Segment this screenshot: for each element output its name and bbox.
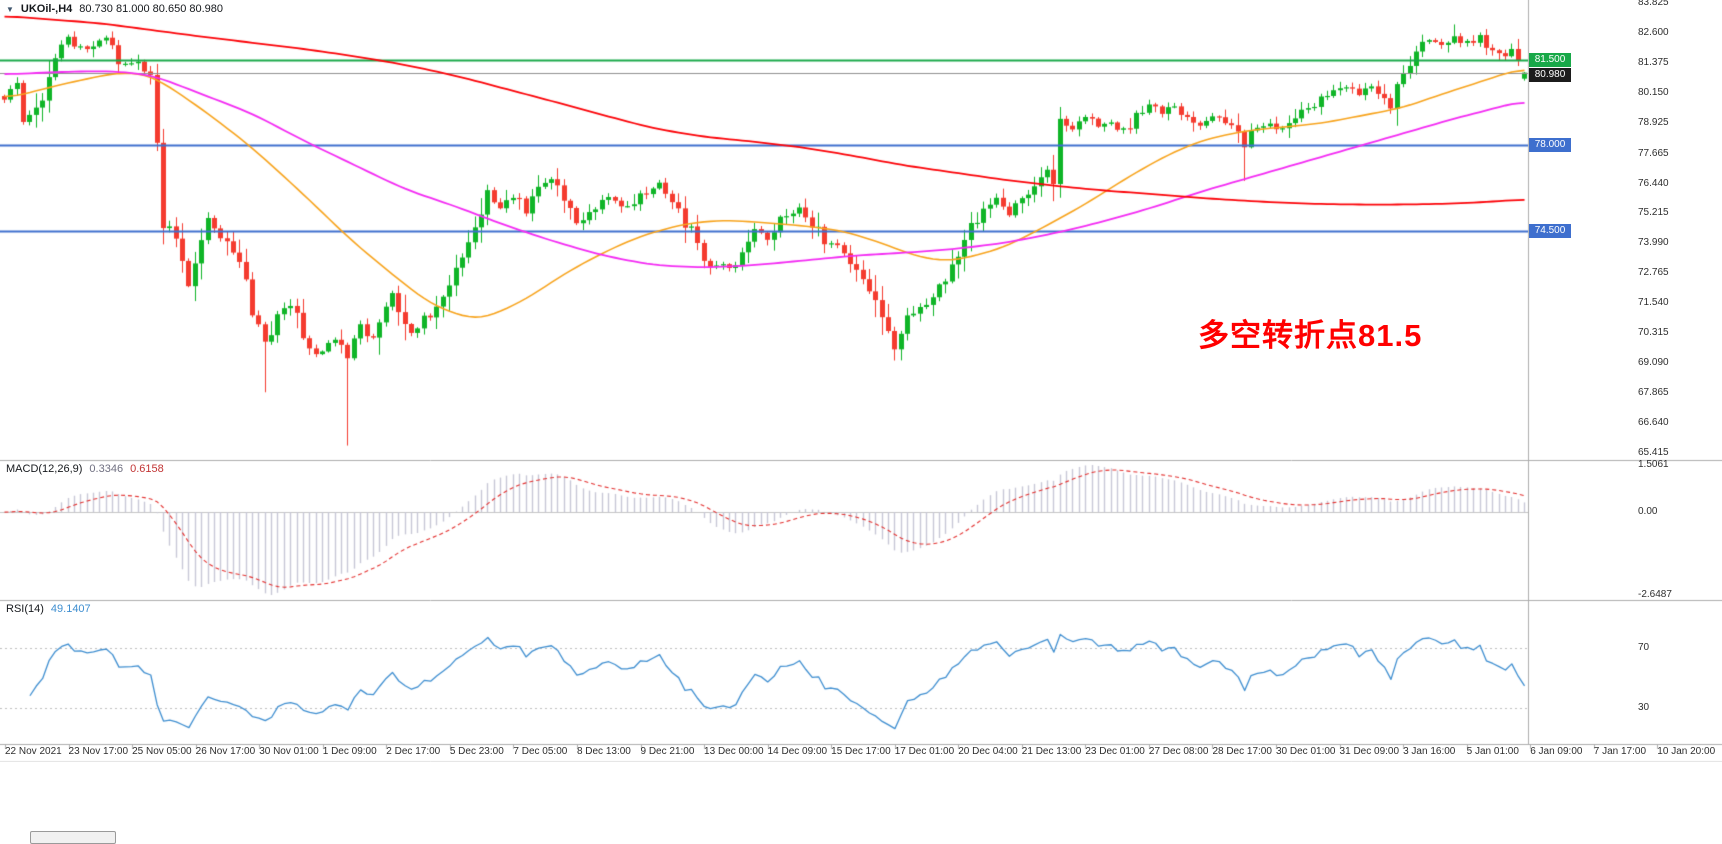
time-axis-label: 20 Dec 04:00 (958, 746, 1018, 757)
time-axis-label: 23 Dec 01:00 (1085, 746, 1145, 757)
price-axis-tick: 83.825 (1638, 0, 1669, 9)
time-axis-label: 25 Nov 05:00 (132, 746, 192, 757)
one-click-trading-expander-icon[interactable]: ▼ (6, 4, 14, 14)
price-axis-tick: 76.440 (1638, 177, 1669, 189)
time-axis-label: 17 Dec 01:00 (894, 746, 955, 757)
time-axis-label: 26 Nov 17:00 (195, 746, 256, 757)
price-axis-tick: 82.600 (1638, 26, 1669, 38)
price-axis-tick: 70.315 (1638, 327, 1669, 339)
time-axis-label: 2 Dec 17:00 (386, 746, 441, 757)
macd-axis-tick: 1.5061 (1638, 459, 1669, 470)
rsi-indicator-label: RSI(14) 49.1407 (6, 603, 91, 615)
chart-canvas[interactable] (0, 0, 1722, 762)
macd-name-label: MACD(12,26,9) (6, 463, 83, 475)
time-axis-label: 1 Dec 09:00 (322, 746, 377, 757)
macd-axis-tick: 0.00 (1638, 506, 1658, 518)
time-axis-label: 30 Dec 01:00 (1276, 746, 1336, 757)
symbol-timeframe-label: UKOil-,H4 (20, 3, 73, 15)
time-axis-label: 23 Nov 17:00 (68, 746, 129, 757)
macd-axis-tick: -2.6487 (1638, 589, 1672, 600)
price-axis-tick: 72.765 (1638, 267, 1669, 279)
price-axis-tick: 69.090 (1638, 357, 1669, 369)
time-axis-label: 14 Dec 09:00 (767, 746, 828, 757)
bottom-left-tab[interactable] (30, 831, 116, 844)
time-axis-label: 28 Dec 17:00 (1212, 746, 1272, 757)
support-78000-price-badge: 78.000 (1529, 138, 1571, 153)
time-axis[interactable]: 22 Nov 2021 23 Nov 17:00 25 Nov 05:00 26 No… (0, 746, 1722, 762)
time-axis-label: 8 Dec 13:00 (576, 746, 631, 757)
ohlc-values: 80.730 81.000 80.650 80.980 (79, 3, 224, 15)
price-axis-tick: 65.415 (1638, 447, 1669, 458)
price-axis-tick: 71.540 (1638, 297, 1669, 309)
price-axis-tick: 77.665 (1638, 147, 1669, 159)
rsi-axis-tick: 30 (1638, 701, 1650, 713)
price-axis-tick: 78.925 (1638, 116, 1669, 128)
time-axis-label: 22 Nov 2021 (5, 746, 62, 757)
time-axis-label: 10 Jan 20:00 (1657, 746, 1716, 757)
time-axis-label: 5 Jan 01:00 (1466, 746, 1519, 757)
resistance-81500-price-badge: 81.500 (1529, 52, 1571, 67)
price-axis[interactable]: 83.825 82.600 81.375 80.150 78.925 77.665 76.4… (1528, 0, 1722, 744)
time-axis-label: 31 Dec 09:00 (1339, 746, 1400, 757)
price-axis-tick: 80.150 (1638, 86, 1669, 98)
bid-price-price-badge: 80.980 (1529, 67, 1571, 82)
support-74500-price-badge: 74.500 (1529, 223, 1571, 238)
time-axis-label: 13 Dec 00:00 (704, 746, 764, 757)
time-axis-label: 7 Jan 17:00 (1593, 746, 1647, 757)
price-axis-tick: 75.215 (1638, 207, 1669, 219)
rsi-axis-tick: 70 (1638, 641, 1650, 653)
rsi-name-label: RSI(14) (6, 603, 44, 615)
rsi-value: 49.1407 (50, 603, 91, 615)
time-axis-label: 7 Dec 05:00 (513, 746, 568, 757)
time-axis-label: 27 Dec 08:00 (1148, 746, 1209, 757)
time-axis-label: 5 Dec 23:00 (449, 746, 504, 757)
macd-main-value: 0.3346 (89, 463, 124, 475)
macd-indicator-label: MACD(12,26,9) 0.3346 0.6158 (6, 463, 164, 475)
chart-annotation-text[interactable]: 多空转折点81.5 (1198, 318, 1423, 353)
price-axis-tick: 66.640 (1638, 417, 1669, 429)
price-axis-tick: 73.990 (1638, 237, 1669, 249)
time-axis-label: 6 Jan 09:00 (1530, 746, 1583, 757)
price-axis-tick: 67.865 (1638, 387, 1669, 399)
chart-header: ▼ UKOil-,H4 80.730 81.000 80.650 80.980 (6, 3, 223, 15)
price-axis-tick: 81.375 (1638, 56, 1669, 68)
time-axis-label: 3 Jan 16:00 (1403, 746, 1456, 757)
time-axis-label: 9 Dec 21:00 (640, 746, 695, 757)
time-axis-label: 21 Dec 13:00 (1021, 746, 1082, 757)
time-axis-label: 15 Dec 17:00 (831, 746, 891, 757)
time-axis-label: 30 Nov 01:00 (259, 746, 319, 757)
macd-signal-value: 0.6158 (130, 463, 164, 475)
